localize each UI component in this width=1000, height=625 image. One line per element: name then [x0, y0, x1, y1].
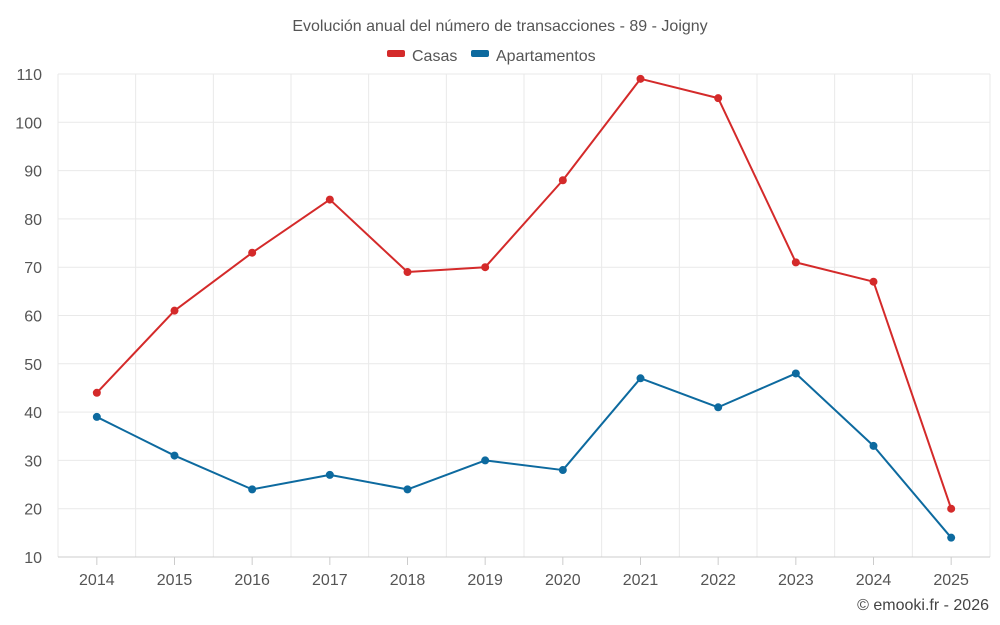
series — [92, 74, 956, 542]
point-casas-2014[interactable] — [92, 388, 101, 397]
y-tick-label: 100 — [15, 115, 42, 132]
series-line-apartamentos — [96, 372, 952, 539]
y-tick-label: 50 — [24, 357, 42, 374]
y-tick-label: 90 — [24, 164, 42, 181]
grid — [57, 73, 991, 558]
y-tick-label: 20 — [24, 502, 42, 519]
x-tick-label-2024: 2024 — [856, 572, 892, 589]
point-apartamentos-2017[interactable] — [325, 470, 334, 479]
series-casas — [92, 74, 956, 513]
point-casas-2017[interactable] — [325, 195, 334, 204]
y-tick-label: 30 — [24, 453, 42, 470]
x-tick-label-2025: 2025 — [933, 572, 969, 589]
x-tick-label-2021: 2021 — [623, 572, 659, 589]
x-tick-label-2022: 2022 — [700, 572, 736, 589]
y-tick-label: 80 — [24, 212, 42, 229]
series-apartamentos — [92, 369, 956, 542]
point-casas-2018[interactable] — [403, 268, 412, 277]
point-casas-2025[interactable] — [947, 504, 956, 513]
y-axis-ticks: 10 20 30 40 50 60 70 80 90 100 110 — [15, 67, 42, 567]
point-casas-2015[interactable] — [170, 306, 179, 315]
series-line-casas — [96, 77, 953, 510]
point-apartamentos-2019[interactable] — [481, 456, 490, 465]
point-apartamentos-2015[interactable] — [170, 451, 179, 460]
legend-swatch-casas[interactable] — [387, 50, 405, 57]
x-tick-label-2017: 2017 — [312, 572, 348, 589]
legend-label-casas[interactable]: Casas — [412, 48, 457, 65]
point-casas-2023[interactable] — [791, 258, 800, 267]
legend-label-apartamentos[interactable]: Apartamentos — [496, 48, 596, 65]
point-casas-2016[interactable] — [248, 248, 257, 257]
x-tick-label-2023: 2023 — [778, 572, 814, 589]
x-tick-label-2019: 2019 — [467, 572, 503, 589]
point-apartamentos-2024[interactable] — [869, 441, 878, 450]
point-casas-2020[interactable] — [558, 176, 567, 185]
point-casas-2021[interactable] — [636, 74, 645, 83]
x-axis-ticks: 2014 2015 2016 2017 2018 2019 2020 2021 2022 2023… — [79, 557, 969, 589]
point-apartamentos-2022[interactable] — [714, 403, 723, 412]
x-tick-label-2018: 2018 — [390, 572, 426, 589]
legend: Casas Apartamentos — [387, 48, 596, 65]
y-tick-label: 60 — [24, 309, 42, 326]
x-tick-label-2016: 2016 — [234, 572, 270, 589]
legend-swatch-apartamentos[interactable] — [471, 50, 489, 57]
point-apartamentos-2016[interactable] — [248, 485, 257, 494]
x-tick-label-2015: 2015 — [157, 572, 193, 589]
credit-text: © emooki.fr - 2026 — [857, 597, 989, 614]
point-apartamentos-2018[interactable] — [403, 485, 412, 494]
point-apartamentos-2025[interactable] — [947, 533, 956, 542]
y-tick-label: 110 — [16, 67, 42, 84]
point-casas-2024[interactable] — [869, 277, 878, 286]
point-casas-2019[interactable] — [481, 263, 490, 272]
x-tick-label-2020: 2020 — [545, 572, 581, 589]
point-apartamentos-2020[interactable] — [558, 466, 567, 475]
point-apartamentos-2021[interactable] — [636, 374, 645, 383]
point-casas-2022[interactable] — [714, 94, 723, 103]
point-apartamentos-2014[interactable] — [92, 412, 101, 421]
y-tick-label: 70 — [24, 260, 42, 277]
chart-title: Evolución anual del número de transaccio… — [292, 18, 707, 35]
x-tick-label-2014: 2014 — [79, 572, 115, 589]
point-apartamentos-2023[interactable] — [791, 369, 800, 378]
y-tick-label: 10 — [24, 550, 42, 567]
y-tick-label: 40 — [24, 405, 42, 422]
